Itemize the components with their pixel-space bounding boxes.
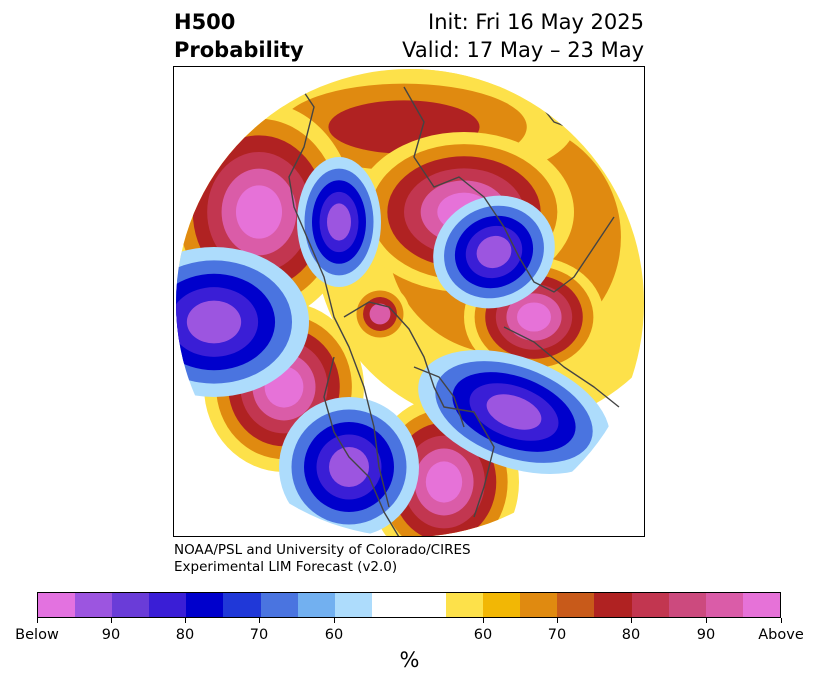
colorbar-tick-label: 60: [473, 627, 493, 643]
anomaly-below-bering: [186, 300, 242, 344]
colorbar-segment: [742, 593, 780, 617]
valid-range: Valid: 17 May – 23 May: [402, 38, 644, 62]
anomaly-above-pole: [369, 303, 391, 325]
colorbar-segment: [483, 593, 521, 617]
anomaly-below-west-us: [329, 447, 369, 487]
anomaly-above-europe: [517, 302, 551, 332]
title-line-1: H500: [174, 10, 236, 34]
coastline: [403, 86, 615, 293]
colorbar-segment: [594, 593, 632, 617]
anomaly-below-atlantic: [486, 394, 542, 430]
anomaly-below-siberia: [327, 203, 351, 241]
colorbar-tick: [259, 618, 260, 623]
colorbar-segment: [705, 593, 743, 617]
probability-map: [173, 66, 645, 537]
credit-line-1: NOAA/PSL and University of Colorado/CIRE…: [174, 542, 471, 558]
coastline: [343, 301, 495, 518]
colorbar-segment: [408, 593, 447, 617]
anomaly-above-alaska: [235, 185, 283, 239]
colorbar-segment: [297, 593, 335, 617]
title-line-2: Probability: [174, 38, 304, 62]
anomaly-above-east-us: [425, 461, 463, 503]
coastline: [413, 366, 465, 428]
colorbar-segment: [557, 593, 595, 617]
colorbar-ticks: Below 90 80 70 60 60 70 80 90 Above: [0, 618, 819, 648]
colorbar-tick-label: 80: [621, 627, 641, 643]
colorbar-tick: [111, 618, 112, 623]
coastline: [503, 326, 620, 408]
colorbar-segment: [668, 593, 706, 617]
colorbar-tick-label: 70: [547, 627, 567, 643]
colorbar-tick: [334, 618, 335, 623]
colorbar-segment: [371, 593, 409, 617]
colorbar-unit: %: [399, 648, 420, 672]
colorbar-tick-label: Above: [758, 627, 804, 643]
colorbar-tick-label: 60: [324, 627, 344, 643]
colorbar-segment: [38, 593, 76, 617]
colorbar-segment: [149, 593, 187, 617]
colorbar-tick: [781, 618, 782, 623]
colorbar-tick: [37, 618, 38, 623]
init-date: Init: Fri 16 May 2025: [428, 10, 644, 34]
coastline: [288, 76, 390, 508]
colorbar-tick-label: 80: [175, 627, 195, 643]
colorbar-segment: [186, 593, 224, 617]
colorbar-tick-label: 70: [249, 627, 269, 643]
colorbar-tick-label: 90: [101, 627, 121, 643]
credit-text: NOAA/PSL and University of Colorado/CIRE…: [174, 542, 471, 576]
coastline: [323, 356, 400, 536]
map-canvas: [176, 69, 644, 536]
colorbar-segment: [334, 593, 372, 617]
colorbar-segment: [260, 593, 298, 617]
colorbar-segment: [75, 593, 113, 617]
map-title: H500 Probability: [174, 8, 304, 64]
colorbar-tick: [185, 618, 186, 623]
colorbar-tick-label: 90: [696, 627, 716, 643]
colorbar: [37, 592, 781, 618]
colorbar-segment: [112, 593, 150, 617]
colorbar-tick: [557, 618, 558, 623]
colorbar-segment: [223, 593, 261, 617]
colorbar-tick: [706, 618, 707, 623]
colorbar-tick: [631, 618, 632, 623]
colorbar-tick: [483, 618, 484, 623]
colorbar-segment: [446, 593, 484, 617]
anomaly-below-scandinavia: [476, 235, 512, 269]
colorbar-tick-label: Below: [15, 627, 59, 643]
colorbar-segment: [631, 593, 669, 617]
colorbar-segment: [520, 593, 558, 617]
forecast-dates: Init: Fri 16 May 2025 Valid: 17 May – 23…: [402, 8, 644, 64]
credit-line-2: Experimental LIM Forecast (v2.0): [174, 559, 398, 575]
